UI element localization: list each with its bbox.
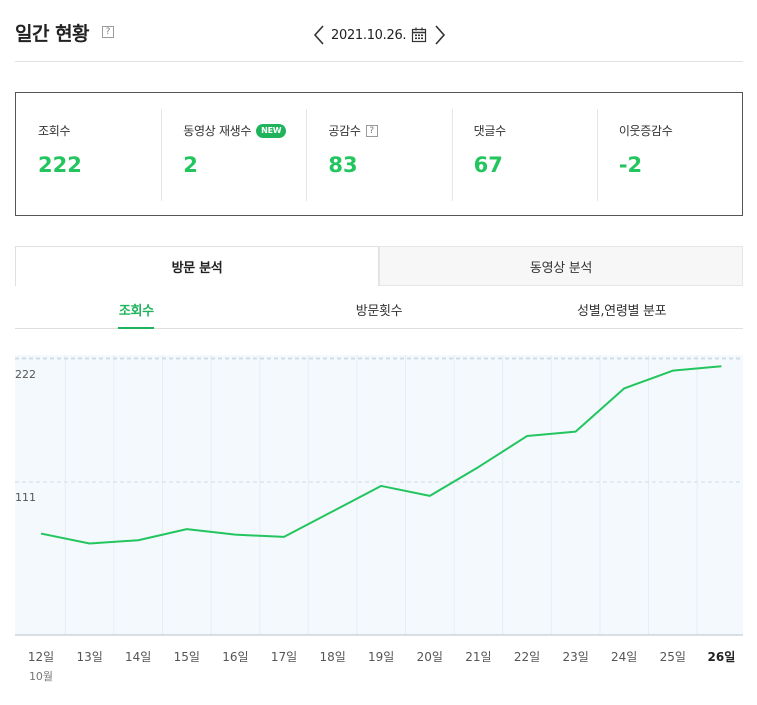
stat-value: -2 xyxy=(618,153,643,177)
stat-neighbor-change: 이웃증감수 -2 xyxy=(596,93,742,215)
x-tick-label: 19일 xyxy=(368,650,394,664)
page-header: 일간 현황 ? 2021.10.26. xyxy=(15,18,743,62)
stat-label: 이웃증감수 xyxy=(618,124,673,138)
stat-label: 조회수 xyxy=(38,124,71,138)
date-navigator: 2021.10.26. xyxy=(312,22,447,48)
x-tick-label: 12일 xyxy=(28,650,54,664)
x-tick-label: 16일 xyxy=(222,650,248,664)
stat-value: 222 xyxy=(38,153,82,177)
x-tick-label: 22일 xyxy=(514,650,540,664)
next-date-button[interactable] xyxy=(433,23,447,47)
x-tick-label: 18일 xyxy=(319,650,345,664)
x-tick-label: 21일 xyxy=(465,650,491,664)
sub-tabs: 조회수 방문횟수 성별,연령별 분포 xyxy=(15,290,743,329)
help-icon[interactable]: ? xyxy=(102,26,114,38)
x-tick-label: 17일 xyxy=(271,650,297,664)
stats-summary: 조회수 222 동영상 재생수 NEW 2 공감수 ? 83 댓글수 67 이웃… xyxy=(15,92,743,216)
stat-value: 83 xyxy=(328,153,358,177)
tab-visit-analysis[interactable]: 방문 분석 xyxy=(15,246,379,286)
x-tick-label: 24일 xyxy=(611,650,637,664)
y-tick-label: 222 xyxy=(15,368,36,381)
x-tick-label: 15일 xyxy=(174,650,200,664)
chevron-right-icon xyxy=(435,25,446,45)
stat-label: 댓글수 xyxy=(473,124,507,138)
help-icon[interactable]: ? xyxy=(365,124,378,137)
x-tick-label: 20일 xyxy=(417,650,443,664)
x-tick-label: 26일 xyxy=(708,650,736,664)
calendar-icon[interactable] xyxy=(411,27,427,43)
stat-comments: 댓글수 67 xyxy=(451,93,597,215)
chevron-left-icon xyxy=(313,25,324,45)
line-chart: 222 111 12일 13일 14일 15일 16일 17일 18일 19일 20일 21일 22일 2… xyxy=(15,355,743,683)
plot-background xyxy=(15,355,743,635)
subtab-demographics[interactable]: 성별,연령별 분포 xyxy=(577,304,667,319)
stat-value: 2 xyxy=(183,153,198,177)
stat-likes: 공감수 ? 83 xyxy=(306,93,451,215)
new-badge: NEW xyxy=(256,123,287,138)
month-label: 10월 xyxy=(29,670,53,683)
x-tick-label: 25일 xyxy=(660,650,686,664)
subtab-views[interactable]: 조회수 xyxy=(15,290,258,329)
stat-video-plays: 동영상 재생수 NEW 2 xyxy=(161,93,306,215)
stat-views: 조회수 222 xyxy=(16,93,161,215)
stat-value: 67 xyxy=(473,153,503,177)
current-date: 2021.10.26. xyxy=(331,27,407,43)
tab-video-analysis[interactable]: 동영상 분석 xyxy=(379,246,743,286)
subtab-visit-count[interactable]: 방문횟수 xyxy=(355,304,403,319)
x-tick-label: 14일 xyxy=(125,650,151,664)
active-tab-indicator xyxy=(118,327,155,329)
stat-label: 공감수 ? xyxy=(328,122,378,139)
prev-date-button[interactable] xyxy=(312,23,326,47)
x-tick-label: 13일 xyxy=(76,650,102,664)
page-title: 일간 현황 xyxy=(15,23,90,45)
views-chart: 222 111 12일 13일 14일 15일 16일 17일 18일 19일 20일 21일 22일 2… xyxy=(0,335,757,705)
stat-label: 동영상 재생수 NEW xyxy=(183,122,287,139)
y-tick-label: 111 xyxy=(15,491,36,504)
main-tabs: 방문 분석 동영상 분석 xyxy=(15,246,743,286)
x-tick-label: 23일 xyxy=(562,650,588,664)
